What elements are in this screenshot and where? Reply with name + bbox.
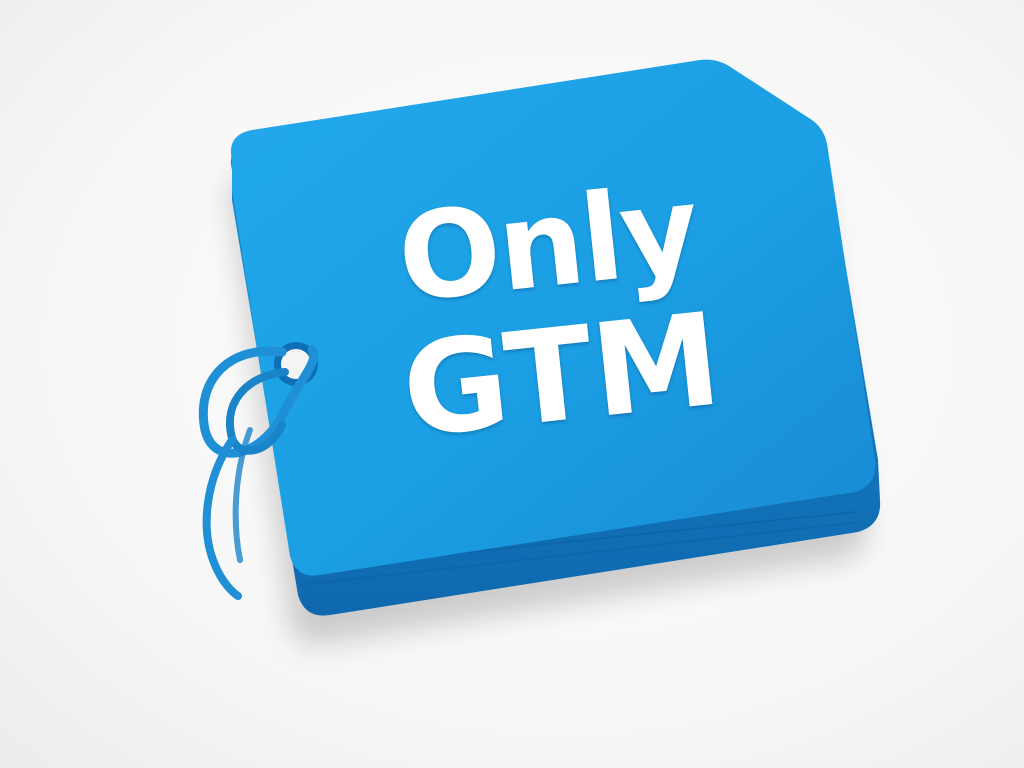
tag-face bbox=[230, 59, 876, 576]
tag-label: Only GTM bbox=[328, 160, 782, 467]
